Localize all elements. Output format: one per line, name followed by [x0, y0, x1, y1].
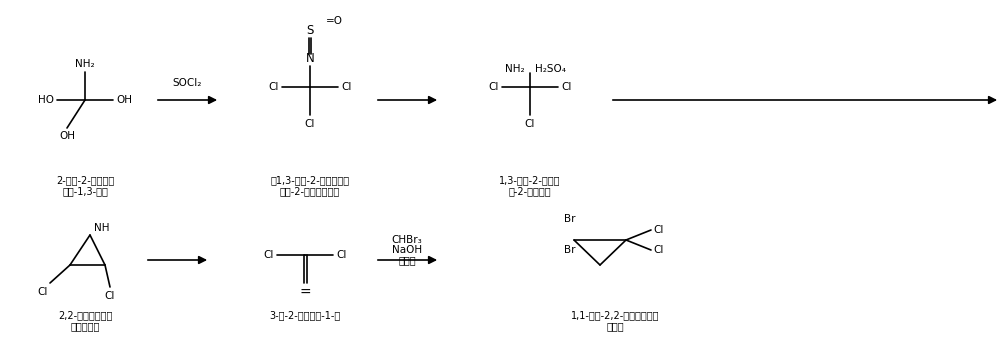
Text: 1,1-二溴-2,2-双（氯甲基）
环丙烷: 1,1-二溴-2,2-双（氯甲基） 环丙烷: [571, 310, 659, 331]
Text: H₂SO₄: H₂SO₄: [535, 64, 566, 74]
Text: 1,3-二氯-2-氯甲基
丙-2-胺硫酸盐: 1,3-二氯-2-氯甲基 丙-2-胺硫酸盐: [499, 175, 561, 197]
Text: Cl: Cl: [38, 287, 48, 297]
Text: Cl: Cl: [525, 119, 535, 129]
Text: Br: Br: [564, 245, 576, 255]
Text: Cl: Cl: [105, 291, 115, 301]
Text: NH: NH: [94, 223, 110, 233]
Text: NH₂: NH₂: [75, 59, 95, 69]
Text: NH₂: NH₂: [505, 64, 525, 74]
Text: CHBr₃: CHBr₃: [392, 235, 422, 245]
Text: 2,2-双（氯甲基）
氮杂环丙烷: 2,2-双（氯甲基） 氮杂环丙烷: [58, 310, 112, 331]
Text: NaOH: NaOH: [392, 245, 422, 255]
Text: Cl: Cl: [489, 82, 499, 92]
Text: OH: OH: [116, 95, 132, 105]
Text: N: N: [306, 52, 314, 66]
Text: Cl: Cl: [269, 82, 279, 92]
Text: SOCl₂: SOCl₂: [172, 78, 202, 88]
Text: 卤代盐: 卤代盐: [398, 255, 416, 265]
Text: （1,3-二氯-2-（氯甲基）
丙烷-2-基）氨基砜酮: （1,3-二氯-2-（氯甲基） 丙烷-2-基）氨基砜酮: [270, 175, 350, 197]
Text: Cl: Cl: [305, 119, 315, 129]
Text: 2-氨基-2-羟基甲基
丙烷-1,3-二醇: 2-氨基-2-羟基甲基 丙烷-1,3-二醇: [56, 175, 114, 197]
Text: S: S: [306, 25, 314, 37]
Text: HO: HO: [38, 95, 54, 105]
Text: Cl: Cl: [653, 225, 663, 235]
Text: Cl: Cl: [336, 250, 346, 260]
Text: Cl: Cl: [264, 250, 274, 260]
Text: Cl: Cl: [561, 82, 571, 92]
Text: 3-氯-2-氯甲基丙-1-烯: 3-氯-2-氯甲基丙-1-烯: [269, 310, 341, 320]
Text: =: =: [299, 286, 311, 300]
Text: =O: =O: [326, 16, 343, 26]
Text: Cl: Cl: [653, 245, 663, 255]
Text: Br: Br: [564, 214, 576, 224]
Text: OH: OH: [59, 131, 75, 141]
Text: Cl: Cl: [341, 82, 351, 92]
